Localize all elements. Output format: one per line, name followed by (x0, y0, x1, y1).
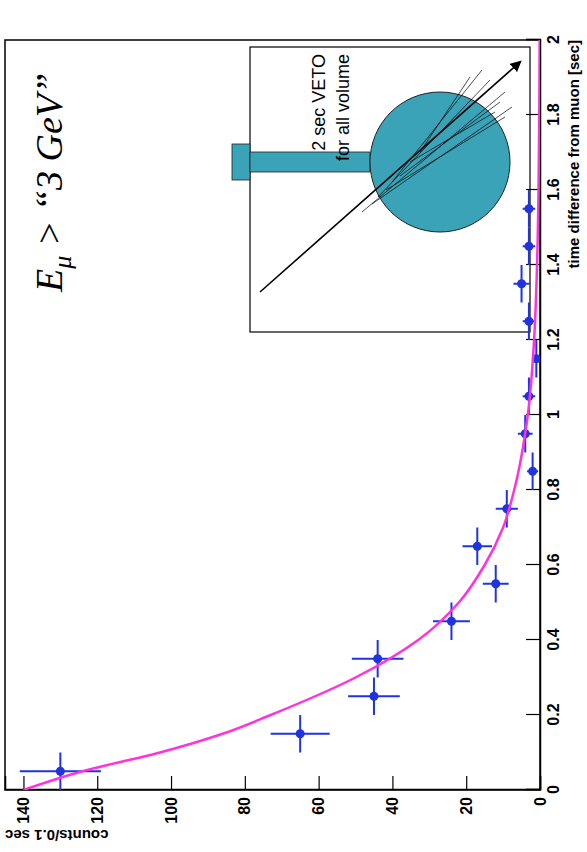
data-point (369, 692, 378, 701)
tick-label: 1.4 (545, 253, 562, 275)
tick: 0 (532, 776, 549, 806)
tick-mark (97, 776, 98, 790)
tick-mark (526, 714, 540, 715)
data-point (447, 617, 456, 626)
muon-track (260, 62, 520, 292)
tick: 1.6 (526, 178, 562, 200)
tick-label: 40 (384, 797, 401, 815)
tick: 0.6 (526, 553, 562, 575)
axis-line (6, 776, 541, 790)
tick-label: 2 (545, 35, 562, 44)
tick: 0.4 (526, 628, 562, 650)
tick-label: 80 (236, 797, 253, 815)
shower-track (410, 112, 495, 162)
tick-label: 60 (310, 797, 327, 815)
chart: 00.20.40.60.811.21.41.61.820204060801001… (0, 0, 587, 852)
x-axis-title: time difference from muon [sec] (565, 40, 582, 268)
tick-label: 100 (163, 797, 180, 824)
shower-track (420, 77, 470, 152)
tick: 1.4 (526, 253, 562, 275)
inset-box (250, 47, 530, 332)
tick-label: 0.8 (545, 478, 562, 500)
tick-mark (171, 776, 172, 790)
data-point (524, 242, 533, 251)
plot-frame (5, 40, 540, 790)
tick-label: 1.8 (545, 103, 562, 125)
fit-curve (23, 40, 539, 790)
tick-mark (466, 776, 467, 790)
cut-label: Eμ > “3 GeV” (28, 73, 77, 293)
tick: 120 (89, 776, 106, 824)
veto-label: 2 sec VETO (309, 54, 329, 151)
tick-mark (319, 776, 320, 790)
cut-symbol: E (28, 269, 70, 293)
tick: 1.2 (526, 328, 562, 350)
tick: 20 (458, 776, 475, 815)
tick-mark (526, 39, 540, 40)
x-axis: 0 0.2 0.4 0.6 0.8 1 1.2 1.4 1.6 1.8 2 (526, 35, 562, 794)
shower-track (392, 70, 482, 182)
shower-track (372, 107, 512, 204)
data-point (56, 767, 65, 776)
tick-label: 0.6 (545, 553, 562, 575)
tick-label: 0.4 (545, 628, 562, 650)
tick-mark (526, 564, 540, 565)
tick-label: 1.6 (545, 178, 562, 200)
tick: 140 (15, 776, 32, 824)
plot-marks (20, 40, 540, 790)
shower-track (400, 102, 500, 176)
detector-neck (232, 144, 250, 180)
tick-label: 0 (532, 797, 549, 806)
y-axis-title: counts/0.1 sec (5, 827, 108, 844)
data-point (373, 654, 382, 663)
tick-label: 20 (458, 797, 475, 815)
detector-sphere (370, 92, 510, 232)
cut-subscript: μ (48, 256, 77, 270)
tick-label: 120 (89, 797, 106, 824)
data-point (517, 279, 526, 288)
veto-label: for all volume (333, 54, 353, 161)
data-point (296, 729, 305, 738)
tick-mark (526, 114, 540, 115)
rotated-chart: 00.20.40.60.811.21.41.61.820204060801001… (5, 35, 582, 844)
cut-value: > “3 GeV” (28, 73, 70, 256)
tick-label: 1 (545, 410, 562, 419)
tick-mark (245, 776, 246, 790)
tick: 2 (526, 35, 562, 44)
tick-label: 140 (15, 797, 32, 824)
tick: 60 (310, 776, 327, 815)
tick-mark (540, 776, 541, 790)
tick: 40 (384, 776, 401, 815)
tick: 100 (163, 776, 180, 824)
tick: 80 (236, 776, 253, 815)
data-point (473, 542, 482, 551)
tick: 1.8 (526, 103, 562, 125)
tick: 0.2 (526, 703, 562, 725)
data-point (528, 467, 537, 476)
tick: 0.8 (526, 478, 562, 500)
tick: 1 (526, 410, 562, 419)
tick-mark (23, 776, 24, 790)
y-axis: 0 20 40 60 80 100 120 140 (6, 776, 549, 824)
data-point (491, 579, 500, 588)
tick-label: 0 (545, 785, 562, 794)
detector-inset (232, 47, 530, 332)
tick-label: 0.2 (545, 703, 562, 725)
data-point (524, 204, 533, 213)
tick-mark (526, 639, 540, 640)
data-point (524, 317, 533, 326)
tick-label: 1.2 (545, 328, 562, 350)
shower-track (362, 92, 505, 212)
tick-mark (392, 776, 393, 790)
